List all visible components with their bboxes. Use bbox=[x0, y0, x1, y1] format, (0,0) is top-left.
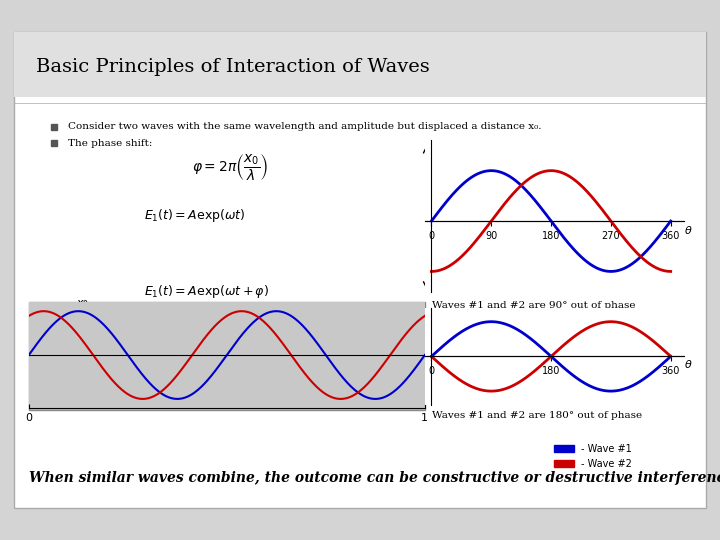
Text: $\theta$: $\theta$ bbox=[684, 358, 693, 370]
Text: When similar waves combine, the outcome can be constructive or destructive inter: When similar waves combine, the outcome … bbox=[29, 471, 720, 485]
Text: $E_1(t) = A\exp(\omega t + \varphi)$: $E_1(t) = A\exp(\omega t + \varphi)$ bbox=[144, 283, 269, 300]
Text: $x_0$: $x_0$ bbox=[76, 299, 89, 310]
Text: Basic Principles of Interaction of Waves: Basic Principles of Interaction of Waves bbox=[36, 58, 430, 77]
Text: $E_1(t) = A\exp(\omega t)$: $E_1(t) = A\exp(\omega t)$ bbox=[144, 207, 246, 225]
FancyBboxPatch shape bbox=[14, 32, 706, 508]
Legend: - Wave #1, - Wave #2: - Wave #1, - Wave #2 bbox=[550, 441, 636, 473]
Text: Waves #1 and #2 are 180° out of phase: Waves #1 and #2 are 180° out of phase bbox=[432, 411, 642, 420]
FancyBboxPatch shape bbox=[29, 302, 425, 410]
Text: $\theta$: $\theta$ bbox=[684, 224, 693, 235]
Text: Consider two waves with the same wavelength and amplitude but displaced a distan: Consider two waves with the same wavelen… bbox=[68, 123, 542, 131]
Text: The phase shift:: The phase shift: bbox=[68, 139, 153, 147]
Text: Waves #1 and #2 are 90° out of phase: Waves #1 and #2 are 90° out of phase bbox=[432, 301, 636, 309]
Legend: - Wave #1, - Wave #2: - Wave #1, - Wave #2 bbox=[550, 322, 636, 355]
Text: $\varphi = 2\pi\left(\dfrac{x_0}{\lambda}\right)$: $\varphi = 2\pi\left(\dfrac{x_0}{\lambda… bbox=[192, 152, 269, 183]
FancyBboxPatch shape bbox=[14, 32, 706, 97]
